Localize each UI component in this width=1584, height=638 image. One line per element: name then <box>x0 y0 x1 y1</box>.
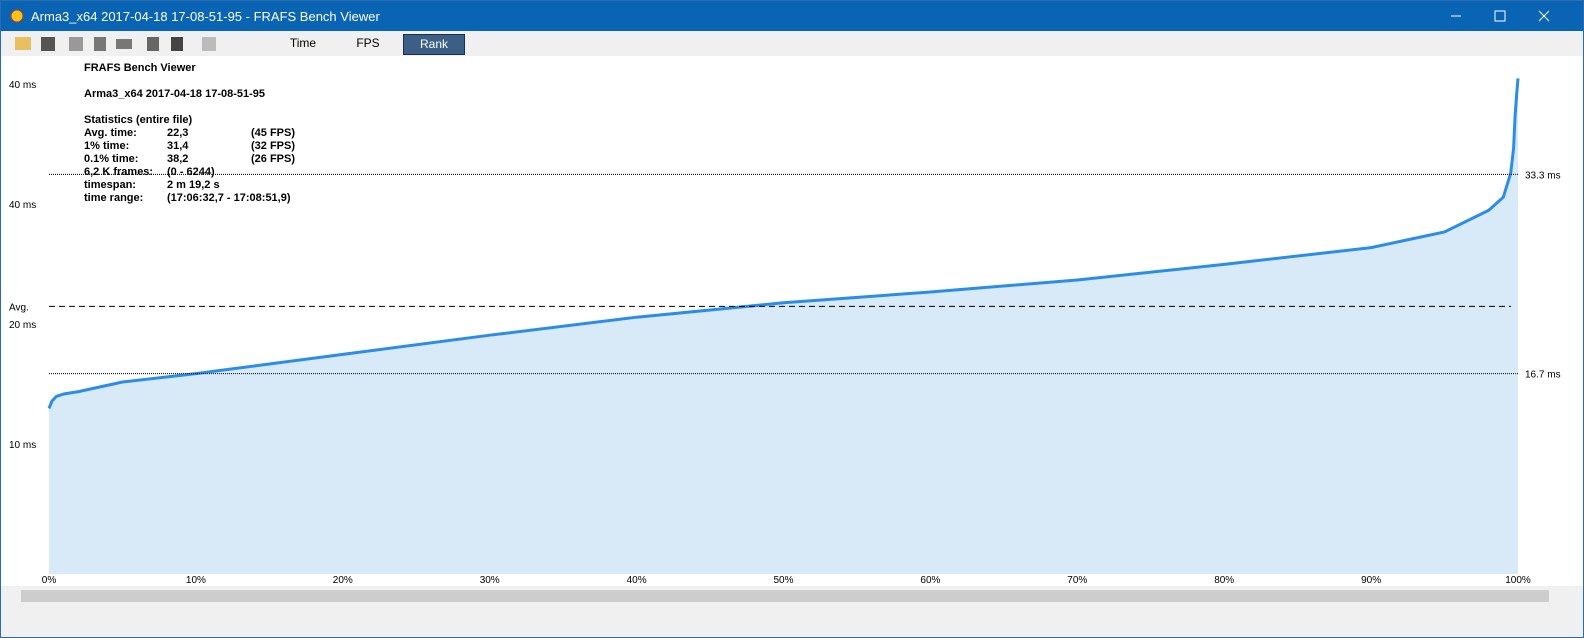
status-bar <box>1 606 1583 637</box>
title-icons <box>10 9 1550 23</box>
info-text: 31,4 <box>167 140 189 152</box>
chart: 10 ms 20 ms 40 ms 40 ms 0% 10% 20% 30% 40% 50% 60%… <box>1 56 1583 637</box>
frametime-line <box>47 78 1520 409</box>
toolbar: Time FPS Rank <box>1 31 1583 57</box>
x-tick-label: 60% <box>920 575 940 586</box>
info-text: (0 - 6244) <box>167 166 215 178</box>
y-tick-label: 10 ms <box>9 440 36 451</box>
title-bar: Arma3_x64 2017-04-18 17-08-51-95 - FRAFS… <box>1 1 1583 31</box>
info-text: time range: <box>84 192 143 204</box>
info-text: 1% time: <box>84 140 129 152</box>
info-text: (26 FPS) <box>251 153 295 165</box>
fit-x[interactable] <box>116 39 132 49</box>
x-tick-label: 80% <box>1214 575 1234 586</box>
view-tab[interactable]: Rank <box>403 34 465 55</box>
info-text: (45 FPS) <box>251 127 295 139</box>
export[interactable] <box>202 37 216 51</box>
info-text: Arma3_x64 2017-04-18 17-08-51-95 <box>84 88 265 100</box>
x-tick-label: 30% <box>480 575 500 586</box>
x-tick-label: 20% <box>333 575 353 586</box>
reference-label: 33.3 ms <box>1525 170 1561 181</box>
window-title: Arma3_x64 2017-04-18 17-08-51-95 - FRAFS… <box>31 9 380 24</box>
x-tick-label: 50% <box>773 575 793 586</box>
text[interactable] <box>171 37 183 51</box>
info-text: Avg. time: <box>84 127 137 139</box>
copy[interactable] <box>69 37 83 51</box>
y-tick-label: 20 ms <box>9 320 36 331</box>
info-text: Statistics (entire file) <box>84 114 193 126</box>
x-tick-label: 40% <box>627 575 647 586</box>
toolbar-icons <box>15 37 216 51</box>
settings[interactable] <box>147 37 159 51</box>
info-text: (32 FPS) <box>251 140 295 152</box>
y-tick-label: 40 ms <box>9 80 36 91</box>
y-tick-label: 40 ms <box>9 200 36 211</box>
info-text: (17:06:32,7 - 17:08:51,9) <box>167 192 291 204</box>
view-tab[interactable]: FPS <box>356 36 380 50</box>
x-tick-label: 100% <box>1505 575 1531 586</box>
app-icon <box>10 9 24 23</box>
x-tick-label: 0% <box>42 575 57 586</box>
open[interactable] <box>15 37 31 50</box>
info-text: FRAFS Bench Viewer <box>84 62 196 74</box>
info-text: 2 m 19,2 s <box>167 179 220 191</box>
x-tick-label: 10% <box>186 575 206 586</box>
x-tick-label: 90% <box>1361 575 1381 586</box>
fit-y[interactable] <box>94 37 106 51</box>
info-text: 22,3 <box>167 127 188 139</box>
info-text: 6,2 K frames: <box>84 166 153 178</box>
close[interactable] <box>1538 10 1550 22</box>
area-fill <box>49 78 1518 575</box>
info-text: 38,2 <box>167 153 188 165</box>
save[interactable] <box>41 37 55 51</box>
view-tab[interactable]: Time <box>289 36 317 50</box>
info-text: 0.1% time: <box>84 153 138 165</box>
reference-label: 16.7 ms <box>1525 370 1561 381</box>
maximize[interactable] <box>1494 10 1506 22</box>
info-text: timespan: <box>84 179 136 191</box>
reference-label: Avg. <box>9 302 29 313</box>
scrollbar[interactable] <box>21 590 1549 602</box>
x-tick-label: 70% <box>1067 575 1087 586</box>
